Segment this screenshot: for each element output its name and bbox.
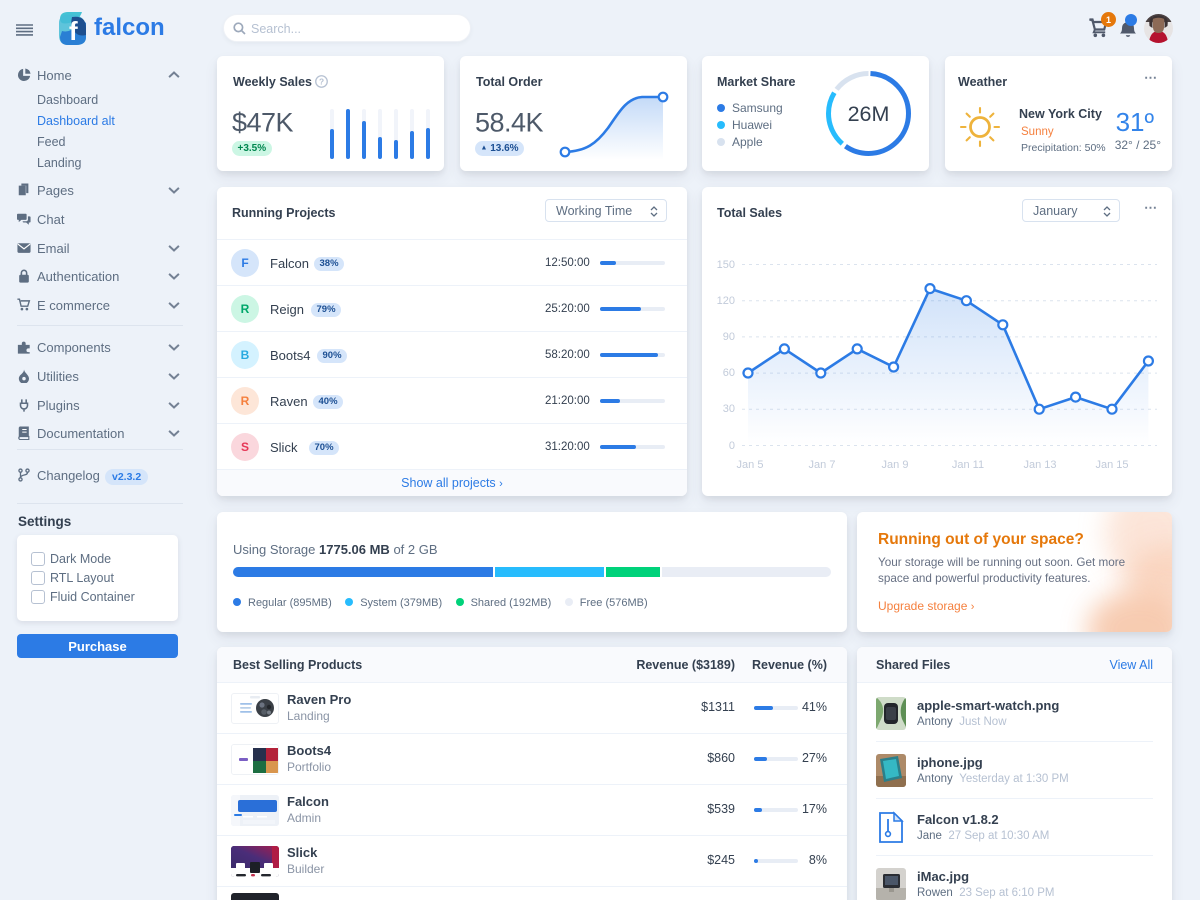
svg-text:?: ?: [319, 76, 324, 86]
svg-text:Jan 11: Jan 11: [952, 459, 984, 471]
svg-text:30: 30: [723, 403, 735, 415]
svg-text:90: 90: [723, 331, 735, 343]
svg-text:60: 60: [723, 367, 735, 379]
svg-text:26M: 26M: [848, 102, 890, 126]
svg-text:0: 0: [729, 440, 735, 452]
svg-text:Jan 13: Jan 13: [1023, 459, 1056, 471]
svg-text:Jan 7: Jan 7: [809, 459, 836, 471]
svg-text:120: 120: [717, 295, 735, 307]
svg-text:Jan 15: Jan 15: [1095, 459, 1128, 471]
svg-text:f: f: [69, 16, 78, 46]
svg-text:Jan 5: Jan 5: [737, 459, 764, 471]
svg-text:150: 150: [717, 259, 735, 271]
svg-text:Jan 9: Jan 9: [882, 459, 909, 471]
